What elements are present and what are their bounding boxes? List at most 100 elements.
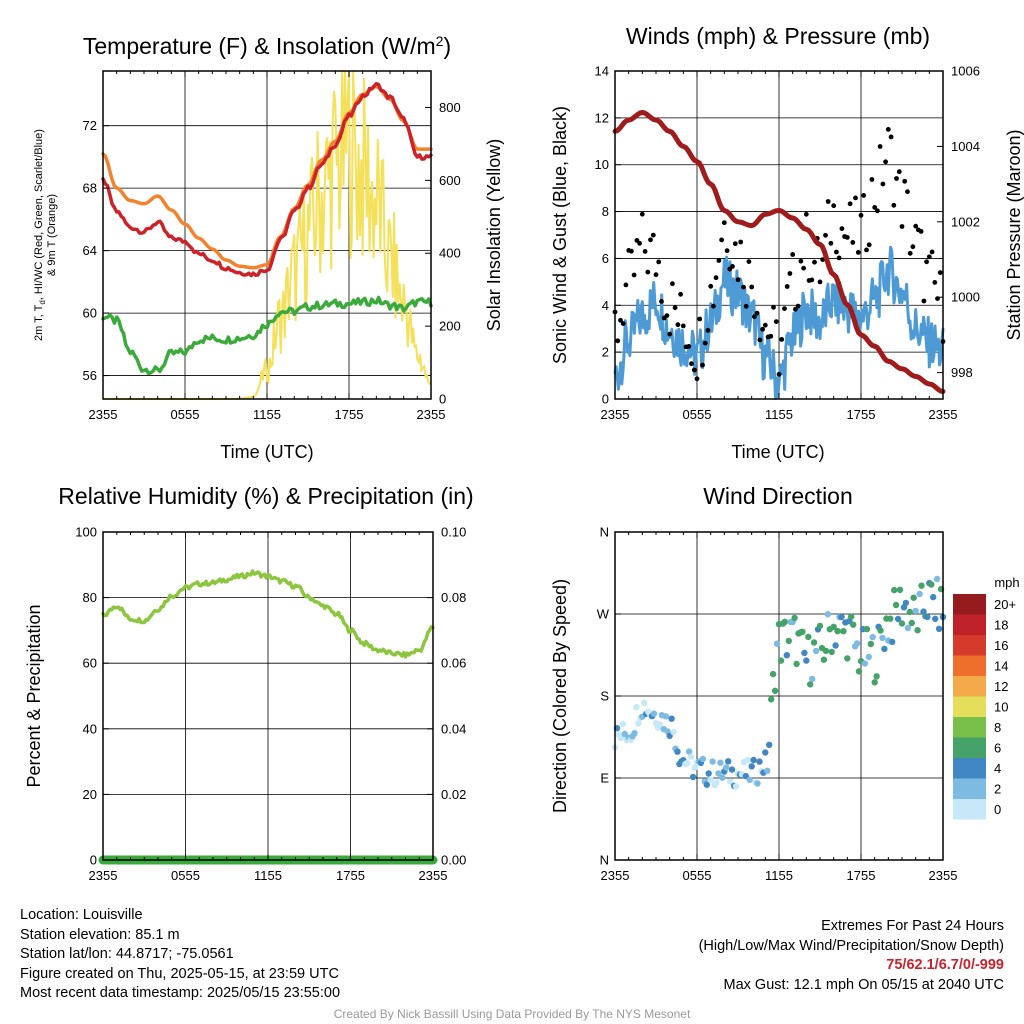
winds-title: Winds (mph) & Pressure (mb) <box>626 23 930 49</box>
temperature-xlabel: Time (UTC) <box>220 442 313 462</box>
winds-series <box>612 110 946 401</box>
y-tick-label-right: 0.08 <box>441 590 466 605</box>
gust-point <box>719 237 724 243</box>
direction-point <box>881 645 888 653</box>
direction-point <box>801 649 808 657</box>
y-tick-label-right: 1004 <box>951 139 980 154</box>
gust-point <box>809 277 815 283</box>
direction-point <box>918 582 925 589</box>
gust-point <box>678 291 683 297</box>
temp-9m-line <box>101 84 433 270</box>
direction-point <box>656 721 664 728</box>
direction-point <box>816 622 824 630</box>
gust-point <box>694 376 700 382</box>
gust-point <box>932 280 938 285</box>
direction-point <box>896 586 904 593</box>
gust-point <box>896 169 902 175</box>
gust-point <box>680 323 686 329</box>
temperature-ylabel-left-1: 2m T, Td, HI/WC (Red, Green, Scarlet/Blu… <box>33 129 47 341</box>
direction-point <box>686 748 693 755</box>
gust-point <box>869 177 875 182</box>
x-tick-label: 1155 <box>253 407 281 422</box>
gust-point <box>623 282 629 288</box>
max-gust: Max Gust: 12.1 mph On 05/15 at 2040 UTC <box>723 976 1004 993</box>
direction-point <box>699 755 707 763</box>
direction-point <box>906 608 913 616</box>
direction-point <box>766 741 773 748</box>
x-tick-label: 1755 <box>847 868 876 883</box>
x-tick-label: 2355 <box>89 407 118 422</box>
direction-point <box>869 633 876 641</box>
direction-ylabel-left: Direction (Colored By Speed) <box>550 579 570 813</box>
gust-point <box>861 193 867 198</box>
gust-point <box>746 259 752 264</box>
colorbar-swatch <box>953 737 986 758</box>
x-tick-label: 0555 <box>683 407 712 422</box>
gust-point <box>828 240 834 246</box>
direction-point <box>777 657 785 664</box>
x-tick-label: 0555 <box>171 868 200 883</box>
humidity-line <box>101 569 435 659</box>
x-tick-label: 1155 <box>765 868 793 883</box>
direction-point <box>807 681 814 688</box>
direction-point <box>902 599 910 607</box>
gust-point <box>902 178 908 184</box>
colorbar-label: 8 <box>994 720 1001 735</box>
x-tick-label: 2355 <box>601 407 630 422</box>
direction-point <box>689 773 697 781</box>
y-tick-label-left: 14 <box>595 64 609 79</box>
humidity-panel: Relative Humidity (%) & Precipitation (i… <box>24 483 474 883</box>
direction-point <box>834 627 841 635</box>
direction-point <box>855 668 863 675</box>
direction-point <box>877 627 884 634</box>
direction-point <box>844 655 851 662</box>
direction-point <box>684 759 691 767</box>
direction-point <box>707 776 714 784</box>
direction-point <box>867 640 874 648</box>
x-tick-label: 1755 <box>847 407 876 422</box>
gust-point <box>741 284 746 290</box>
gust-point <box>803 211 809 217</box>
gust-point <box>629 248 634 254</box>
y-tick-label-left: W <box>597 607 610 622</box>
gust-point <box>700 362 705 368</box>
gust-point <box>847 201 853 207</box>
gust-point <box>913 223 919 229</box>
gust-point <box>697 316 703 322</box>
direction-point <box>850 621 857 628</box>
y-tick-label-right: 0.04 <box>441 721 466 736</box>
station-latlon: Station lat/lon: 44.8717; -75.0561 <box>20 946 234 962</box>
direction-point <box>822 647 830 654</box>
direction-grid <box>615 532 943 860</box>
credit-line: Created By Nick Bassill Using Data Provi… <box>333 1007 691 1021</box>
colorbar-label: 20+ <box>994 597 1016 612</box>
direction-point <box>908 619 915 627</box>
colorbar-label: 12 <box>994 679 1008 694</box>
y-tick-label-left: 0 <box>602 392 609 407</box>
station-location: Location: Louisville <box>20 907 143 923</box>
y-tick-label-right: 200 <box>439 319 461 334</box>
gust-point <box>823 232 828 238</box>
gust-point <box>894 176 899 181</box>
y-tick-label-right: 0.10 <box>441 525 466 540</box>
winds-grid <box>615 71 943 399</box>
y-tick-label-left: 56 <box>83 368 97 383</box>
direction-point <box>703 781 710 788</box>
direction-point <box>803 657 810 664</box>
direction-point <box>820 656 828 663</box>
direction-point <box>791 614 798 622</box>
direction-point <box>879 634 886 642</box>
gust-point <box>620 321 626 326</box>
gust-point <box>855 250 861 255</box>
direction-point <box>863 625 871 633</box>
direction-point <box>727 778 734 785</box>
winds-ylabel-left: Sonic Wind & Gust (Blue, Black) <box>550 106 570 364</box>
y-tick-label-right: 0 <box>439 392 446 407</box>
gust-point <box>779 337 785 342</box>
colorbar-swatch <box>953 614 986 635</box>
gust-point <box>730 264 735 269</box>
gust-point <box>743 303 749 309</box>
temp-2m-line <box>101 81 433 278</box>
direction-point <box>723 764 730 771</box>
